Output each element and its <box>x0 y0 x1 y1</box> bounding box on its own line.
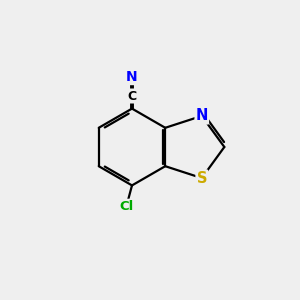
Text: C: C <box>128 89 136 103</box>
Text: Cl: Cl <box>119 200 134 213</box>
Text: S: S <box>196 171 207 186</box>
Text: N: N <box>196 108 208 123</box>
Text: N: N <box>126 70 138 84</box>
